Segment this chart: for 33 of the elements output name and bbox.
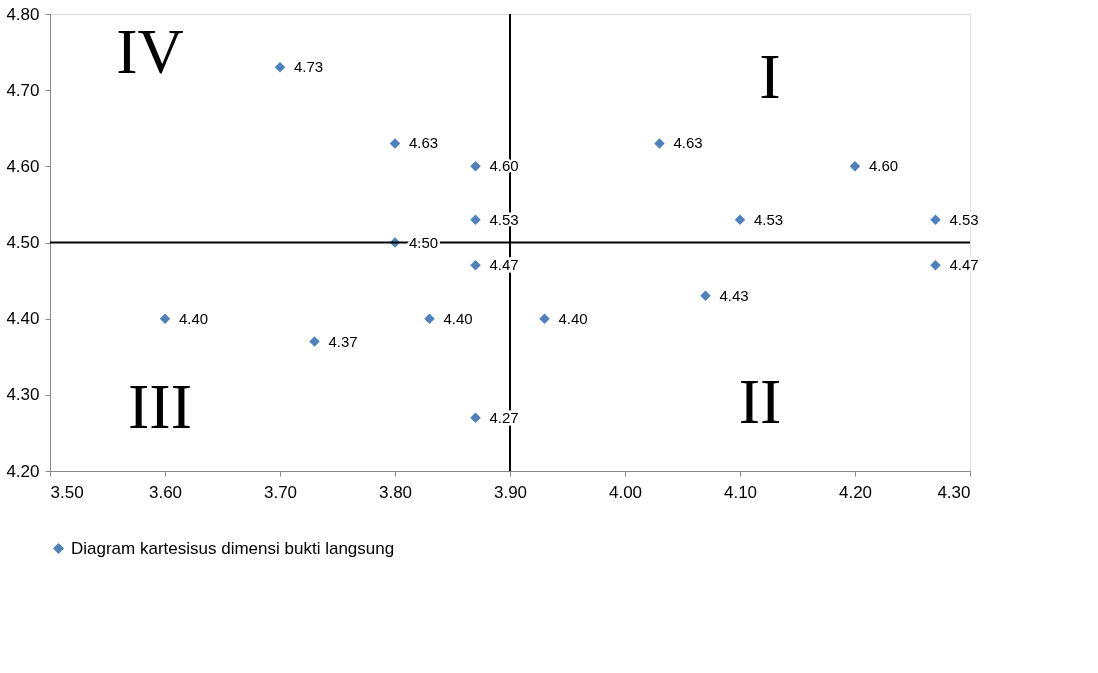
data-label: 4.40 bbox=[443, 309, 473, 327]
x-tick-label: 4.10 bbox=[723, 482, 758, 502]
y-tick-label: 4.50 bbox=[6, 233, 40, 252]
annotation: II bbox=[738, 366, 782, 437]
x-tick-label: 3.90 bbox=[493, 482, 528, 502]
y-tick-label: 4.40 bbox=[6, 309, 40, 329]
annotation: III bbox=[128, 371, 192, 442]
data-label: 4.63 bbox=[409, 134, 439, 152]
legend-label: Diagram kartesisus dimensi bukti langsung bbox=[71, 538, 395, 558]
x-tick-label: 4.20 bbox=[838, 482, 873, 502]
x-tick-label: 4.30 bbox=[937, 482, 971, 502]
data-label: 4.73 bbox=[294, 58, 324, 76]
data-label: 4.37 bbox=[328, 332, 358, 350]
data-label: 4.53 bbox=[949, 210, 979, 228]
annotation: IV bbox=[116, 16, 184, 87]
x-tick-label: 3.60 bbox=[148, 482, 183, 502]
y-tick-label: 4.20 bbox=[6, 461, 40, 481]
data-label: 4.47 bbox=[949, 256, 979, 274]
data-label: 4.40 bbox=[558, 309, 588, 327]
y-tick-label: 4.80 bbox=[6, 4, 40, 24]
y-tick-label: 4.70 bbox=[6, 80, 40, 100]
data-label: 4.43 bbox=[719, 286, 749, 304]
data-label: 4.40 bbox=[179, 309, 209, 327]
x-tick-label: 4.00 bbox=[608, 482, 643, 502]
annotation: I bbox=[759, 41, 781, 112]
x-tick-label: 3.80 bbox=[378, 482, 413, 502]
y-tick-label: 4.60 bbox=[6, 156, 40, 176]
x-tick-label: 3.70 bbox=[263, 482, 298, 502]
data-label: 4.53 bbox=[754, 210, 784, 228]
y-tick-label: 4.30 bbox=[6, 385, 40, 405]
x-tick-label: 3.50 bbox=[50, 482, 84, 502]
data-label: 4.60 bbox=[869, 157, 899, 175]
data-label: 4.63 bbox=[673, 134, 703, 152]
